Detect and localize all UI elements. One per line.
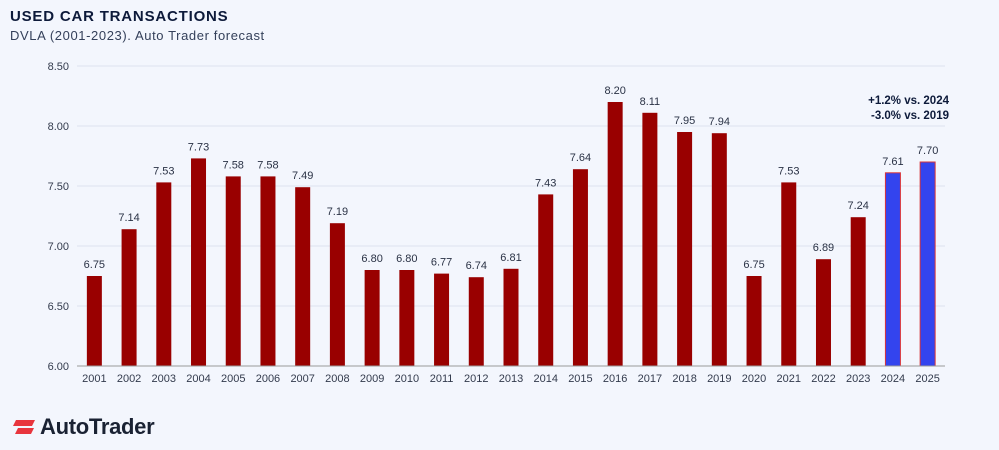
y-tick-label: 6.50 bbox=[48, 301, 69, 313]
x-tick-label: 2025 bbox=[915, 373, 939, 385]
data-label-2024: 7.61 bbox=[882, 156, 903, 168]
bar-2024 bbox=[884, 172, 901, 367]
bar-2014 bbox=[538, 194, 554, 366]
x-tick-label: 2008 bbox=[325, 373, 349, 385]
data-label-2011: 6.77 bbox=[431, 257, 452, 269]
y-tick-label: 7.50 bbox=[48, 181, 69, 193]
bar-2020 bbox=[746, 276, 762, 366]
x-tick-label: 2014 bbox=[533, 373, 557, 385]
data-label-2007: 7.49 bbox=[292, 170, 313, 182]
annotation-text: +1.2% vs. 2024 bbox=[868, 95, 949, 107]
bar-2015 bbox=[572, 169, 588, 366]
x-tick-label: 2003 bbox=[152, 373, 176, 385]
data-label-2021: 7.53 bbox=[778, 165, 799, 177]
x-tick-label: 2009 bbox=[360, 373, 384, 385]
bar-2018 bbox=[677, 132, 693, 366]
data-label-2009: 6.80 bbox=[361, 253, 382, 265]
data-label-2008: 7.19 bbox=[327, 206, 348, 218]
data-label-2016: 8.20 bbox=[604, 85, 625, 97]
bar-2002 bbox=[121, 229, 137, 366]
bars bbox=[86, 102, 936, 367]
data-label-2012: 6.74 bbox=[466, 260, 487, 272]
y-tick-label: 6.00 bbox=[48, 361, 69, 373]
bar-2025 bbox=[919, 161, 936, 367]
bar-2009 bbox=[364, 270, 380, 366]
bar-2007 bbox=[295, 187, 311, 366]
chart-subtitle: DVLA (2001-2023). Auto Trader forecast bbox=[10, 28, 265, 43]
annotations: +1.2% vs. 2024 -3.0% vs. 2019 bbox=[868, 95, 949, 122]
x-tick-label: 2013 bbox=[499, 373, 523, 385]
x-tick-label: 2021 bbox=[777, 373, 801, 385]
x-tick-label: 2017 bbox=[638, 373, 662, 385]
data-labels: 6.75 7.14 7.53 7.73 7.58 7.58 7.49 7.19 6.80 6.80… bbox=[84, 85, 939, 272]
x-tick-label: 2018 bbox=[672, 373, 696, 385]
data-label-2013: 6.81 bbox=[500, 252, 521, 264]
y-tick-label: 8.00 bbox=[48, 121, 69, 133]
x-tick-label: 2006 bbox=[256, 373, 280, 385]
autotrader-logo: AutoTrader bbox=[13, 414, 155, 440]
autotrader-logo-text: AutoTrader bbox=[40, 414, 155, 439]
data-label-2005: 7.58 bbox=[223, 159, 244, 171]
x-tick-label: 2020 bbox=[742, 373, 766, 385]
data-label-2018: 7.95 bbox=[674, 115, 695, 127]
bar-2001 bbox=[86, 276, 102, 366]
bar-2016 bbox=[607, 102, 623, 366]
data-label-2022: 6.89 bbox=[813, 242, 834, 254]
x-tick-label: 2002 bbox=[117, 373, 141, 385]
y-axis: 6.00 6.50 7.00 7.50 8.00 8.50 bbox=[48, 61, 69, 373]
x-tick-label: 2019 bbox=[707, 373, 731, 385]
x-tick-label: 2004 bbox=[186, 373, 210, 385]
x-tick-label: 2022 bbox=[811, 373, 835, 385]
x-tick-label: 2016 bbox=[603, 373, 627, 385]
bar-2004 bbox=[191, 158, 207, 366]
bar-2006 bbox=[260, 176, 276, 366]
data-label-2025: 7.70 bbox=[917, 145, 938, 157]
x-tick-label: 2024 bbox=[881, 373, 905, 385]
autotrader-logo-icon bbox=[13, 420, 35, 434]
bar-2023 bbox=[850, 217, 866, 366]
data-label-2020: 6.75 bbox=[743, 259, 764, 271]
data-label-2019: 7.94 bbox=[709, 116, 730, 128]
data-label-2017: 8.11 bbox=[640, 96, 661, 108]
chart-title: USED CAR TRANSACTIONS bbox=[10, 8, 229, 25]
y-tick-label: 8.50 bbox=[48, 61, 69, 73]
data-label-2002: 7.14 bbox=[118, 212, 139, 224]
bar-2022 bbox=[815, 259, 831, 366]
data-label-2001: 6.75 bbox=[84, 259, 105, 271]
bar-2008 bbox=[329, 223, 345, 366]
bar-2005 bbox=[225, 176, 241, 366]
bar-2010 bbox=[399, 270, 415, 366]
bar-2019 bbox=[711, 133, 727, 366]
data-label-2023: 7.24 bbox=[847, 200, 868, 212]
bar-2011 bbox=[434, 273, 450, 366]
x-axis: 2001 2002 2003 2004 2005 2006 2007 2008 2009 2010… bbox=[77, 365, 945, 385]
y-tick-label: 7.00 bbox=[48, 241, 69, 253]
data-label-2004: 7.73 bbox=[188, 141, 209, 153]
bar-2013 bbox=[503, 268, 519, 366]
data-label-2010: 6.80 bbox=[396, 253, 417, 265]
data-label-2003: 7.53 bbox=[153, 165, 174, 177]
data-label-2006: 7.58 bbox=[257, 159, 278, 171]
x-tick-label: 2015 bbox=[568, 373, 592, 385]
x-tick-label: 2011 bbox=[430, 373, 454, 385]
data-label-2014: 7.43 bbox=[535, 177, 556, 189]
x-tick-label: 2012 bbox=[464, 373, 488, 385]
x-tick-label: 2005 bbox=[221, 373, 245, 385]
x-tick-label: 2023 bbox=[846, 373, 870, 385]
annotation-text: -3.0% vs. 2019 bbox=[871, 110, 949, 122]
x-tick-label: 2010 bbox=[395, 373, 419, 385]
bar-2021 bbox=[781, 182, 797, 366]
bar-2012 bbox=[468, 277, 484, 366]
bar-2003 bbox=[156, 182, 172, 366]
x-tick-label: 2001 bbox=[82, 373, 106, 385]
bar-2017 bbox=[642, 112, 658, 366]
x-tick-label: 2007 bbox=[290, 373, 314, 385]
data-label-2015: 7.64 bbox=[570, 152, 591, 164]
